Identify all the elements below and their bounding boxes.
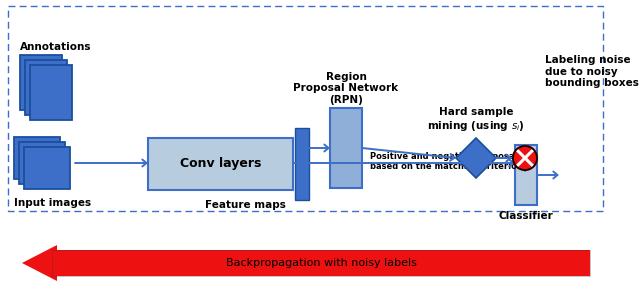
Text: Region
Proposal Network
(RPN): Region Proposal Network (RPN) — [293, 72, 399, 105]
Bar — [30, 65, 72, 120]
Bar — [19, 142, 65, 184]
Circle shape — [513, 146, 537, 170]
Bar — [148, 138, 293, 190]
Bar — [8, 6, 603, 211]
Bar — [52, 250, 590, 276]
Polygon shape — [456, 138, 496, 178]
Text: Hard sample
mining (using $s_i$): Hard sample mining (using $s_i$) — [427, 107, 525, 133]
Bar — [52, 250, 590, 276]
Text: Labeling noise
due to noisy
bounding boxes: Labeling noise due to noisy bounding box… — [545, 55, 639, 88]
Text: Positive and negative proposals
based on the matching criterion: Positive and negative proposals based on… — [370, 152, 523, 172]
Text: Backpropagation with noisy labels: Backpropagation with noisy labels — [225, 258, 417, 268]
Text: Classifier: Classifier — [499, 211, 554, 221]
Text: Feature maps: Feature maps — [205, 200, 286, 210]
Bar — [14, 137, 60, 179]
Text: Input images: Input images — [14, 198, 91, 208]
Bar — [24, 147, 70, 189]
Bar — [25, 60, 67, 115]
Polygon shape — [22, 245, 57, 281]
Bar — [295, 128, 309, 200]
Text: Conv layers: Conv layers — [180, 158, 261, 171]
Text: Annotations: Annotations — [20, 42, 92, 52]
Bar — [330, 108, 362, 188]
Bar — [515, 145, 537, 205]
Bar — [20, 55, 62, 110]
